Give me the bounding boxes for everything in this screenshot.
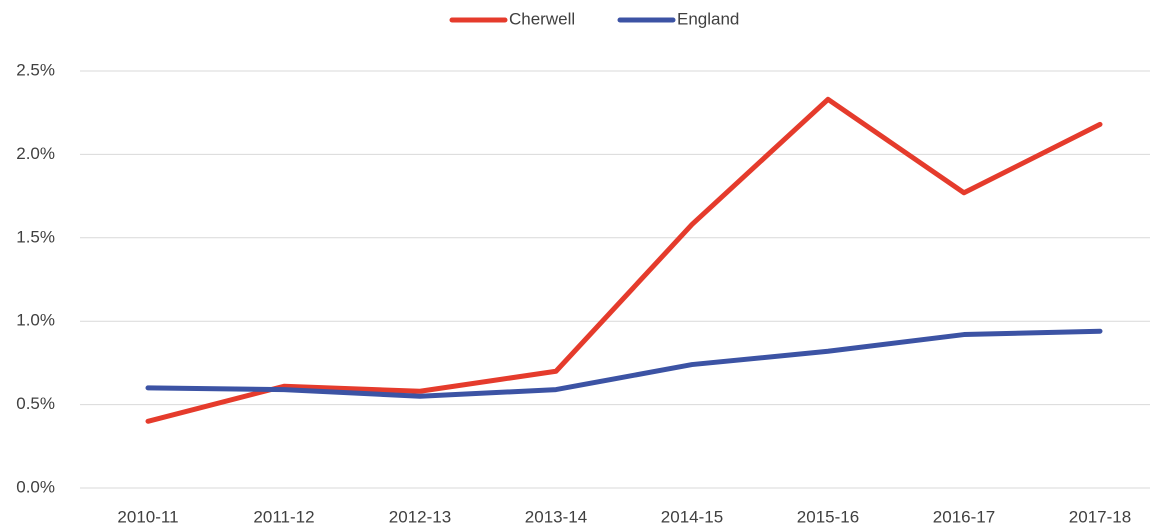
x-tick-label: 2017-18 (1069, 507, 1131, 526)
series-line (145, 328, 1103, 399)
series-line (145, 96, 1103, 424)
x-tick-label: 2016-17 (933, 507, 995, 526)
y-tick-label: 1.0% (16, 311, 55, 330)
y-tick-label: 0.5% (16, 394, 55, 413)
x-tick-label: 2013-14 (525, 507, 587, 526)
x-tick-label: 2014-15 (661, 507, 723, 526)
x-tick-label: 2015-16 (797, 507, 859, 526)
legend-label: England (677, 9, 739, 28)
y-tick-label: 0.0% (16, 477, 55, 496)
y-tick-label: 2.0% (16, 144, 55, 163)
x-tick-label: 2012-13 (389, 507, 451, 526)
x-tick-label: 2011-12 (253, 507, 314, 526)
y-tick-label: 1.5% (16, 227, 55, 246)
y-tick-label: 2.5% (16, 60, 55, 79)
legend-label: Cherwell (509, 9, 575, 28)
x-tick-label: 2010-11 (117, 507, 178, 526)
